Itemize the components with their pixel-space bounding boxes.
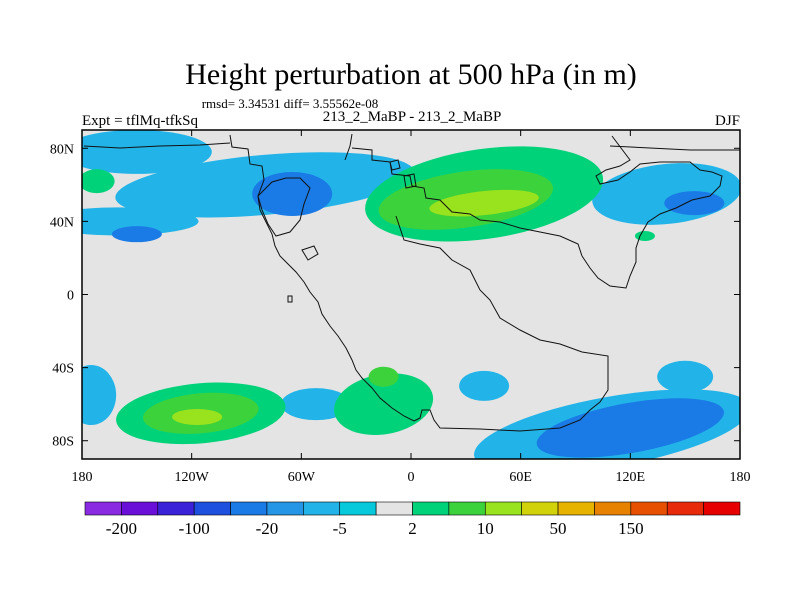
contour-region-cyan (82, 130, 212, 174)
colorbar-swatch (594, 501, 632, 516)
colorbar-swatch (703, 501, 741, 516)
colorbar-label: -200 (106, 519, 137, 538)
colorbar-swatch (521, 501, 559, 516)
contour-region-cyan (459, 370, 510, 401)
outline-north-america (229, 134, 609, 432)
colorbar-swatch (121, 501, 159, 516)
chart-title: Height perturbation at 500 hPa (in m) (185, 58, 637, 91)
colorbar-swatch (339, 501, 377, 516)
colorbar: -200 -100 -20 -5 2 10 50 150 (84, 501, 741, 538)
y-tick-label: 80S (52, 435, 74, 450)
x-tick-label: 180 (730, 470, 751, 485)
colorbar-label: 2 (408, 519, 417, 538)
x-tick-label: 180 (72, 470, 93, 485)
contour-region-yellow-green (172, 408, 223, 425)
contour-region-bright-green (368, 366, 399, 387)
y-tick-label: 80N (50, 142, 74, 157)
colorbar-swatch (484, 501, 522, 516)
colorbar-label: 10 (477, 519, 494, 538)
outline-eurasia (581, 135, 723, 289)
y-tick-label: 0 (67, 289, 74, 304)
contour-region-green (334, 373, 434, 435)
contour-region-green (634, 231, 655, 242)
colorbar-swatch (193, 501, 231, 516)
continent-outlines (83, 133, 740, 432)
x-tick-label: 60W (288, 470, 316, 485)
contour-region-blue (536, 398, 724, 458)
colorbar-swatch (412, 501, 450, 516)
colorbar-label: -20 (256, 519, 279, 538)
outline-sea-islands (287, 159, 417, 303)
case-label: 213_2_MaBP - 213_2_MaBP (323, 109, 502, 125)
colorbar-swatch (666, 501, 704, 516)
colorbar-label: -100 (179, 519, 210, 538)
colorbar-swatch (84, 501, 122, 516)
colorbar-swatch (230, 501, 268, 516)
x-tick-label: 120W (175, 470, 210, 485)
map-axes: 180 120W 60W 0 60E 120E 180 80N 40N 0 40S 80S (50, 130, 751, 485)
colorbar-swatch (303, 501, 341, 516)
stats-label: rmsd= 3.34531 diff= 3.55562e-08 (202, 96, 379, 111)
outline-southern-continent (83, 142, 740, 151)
colorbar-swatch (557, 501, 595, 516)
contour-region-blue (111, 226, 162, 243)
contour-region-cyan (82, 365, 117, 426)
colorbar-label: 150 (618, 519, 644, 538)
colorbar-swatch (157, 501, 195, 516)
colorbar-swatch (266, 501, 304, 516)
season-label: DJF (715, 113, 740, 129)
y-tick-label: 40N (50, 215, 74, 230)
outline-greenland (257, 177, 311, 237)
map-plot: 180 120W 60W 0 60E 120E 180 80N 40N 0 40S 80S (50, 129, 751, 485)
colorbar-swatch (375, 501, 413, 516)
colorbar-label: -5 (333, 519, 347, 538)
colorbar-swatch (448, 501, 486, 516)
contour-region-cyan (280, 388, 351, 421)
y-tick-label: 40S (52, 362, 74, 377)
experiment-label: Expt = tflMq-tfkSq (82, 113, 198, 129)
colorbar-label: 50 (550, 519, 567, 538)
contour-region-blue (664, 191, 725, 216)
contour-region-yellow-green (429, 189, 539, 217)
colorbar-swatch (630, 501, 668, 516)
contour-field (82, 130, 740, 459)
x-tick-label: 60E (509, 470, 532, 485)
contour-region-green (82, 169, 115, 194)
x-tick-label: 120E (616, 470, 646, 485)
contour-region-blue (252, 171, 333, 216)
contour-region-cyan (657, 360, 714, 393)
x-tick-label: 0 (408, 470, 415, 485)
